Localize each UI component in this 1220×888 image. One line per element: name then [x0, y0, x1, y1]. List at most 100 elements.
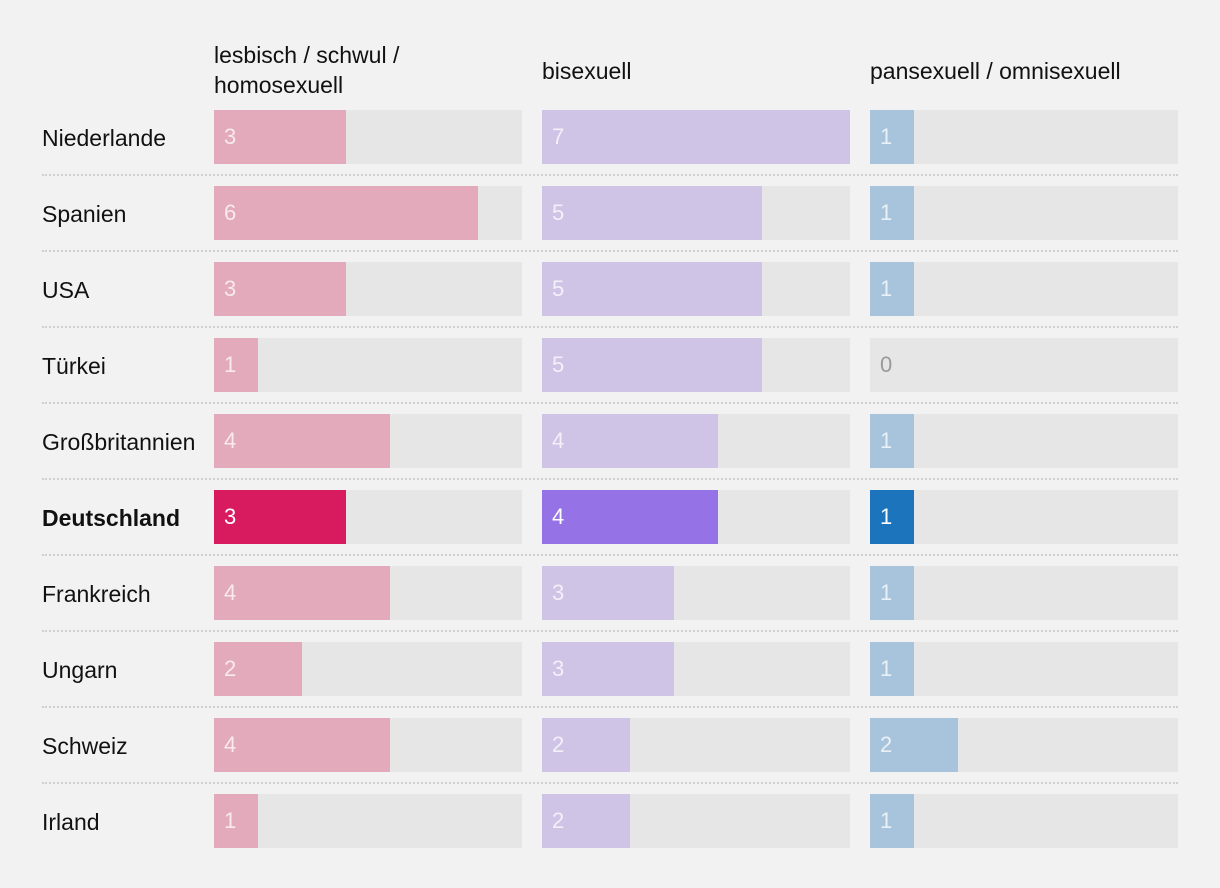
column-header-line: homosexuell	[214, 72, 344, 98]
value-label: 1	[880, 428, 893, 453]
bar	[870, 414, 914, 468]
bar	[214, 110, 346, 164]
country-label: Türkei	[42, 353, 106, 379]
value-label: 1	[880, 276, 893, 301]
bar	[214, 414, 390, 468]
row-divider	[42, 402, 1178, 404]
value-label: 1	[880, 808, 893, 833]
bar	[214, 718, 390, 772]
bar	[542, 262, 762, 316]
value-label: 4	[552, 428, 565, 453]
value-label: 1	[880, 200, 893, 225]
table-row: Schweiz 4 2 2	[42, 708, 1178, 784]
bar-track: 2	[542, 794, 850, 848]
bar-track: 4	[214, 566, 522, 620]
bar-track: 1	[870, 186, 1178, 240]
country-label: Großbritannien	[42, 429, 196, 455]
value-label: 0	[880, 352, 893, 377]
country-label: Deutschland	[42, 505, 181, 531]
bar-track: 1	[870, 642, 1178, 696]
value-label: 5	[552, 276, 565, 301]
bar	[214, 642, 302, 696]
row-divider	[42, 706, 1178, 708]
row-divider	[42, 478, 1178, 480]
value-label: 5	[552, 200, 565, 225]
bar	[542, 566, 674, 620]
table-row: Irland 1 2 1	[42, 784, 1178, 860]
row-divider	[42, 250, 1178, 252]
bar-track: 6	[214, 186, 522, 240]
bar-track: 5	[542, 338, 850, 392]
bar-track: 0	[870, 338, 1178, 392]
value-label: 4	[224, 732, 237, 757]
row-divider	[42, 326, 1178, 328]
value-label: 1	[880, 656, 893, 681]
value-label: 4	[224, 428, 237, 453]
table-row: Niederlande 3 7 1	[42, 100, 1178, 176]
value-label: 6	[224, 200, 237, 225]
country-label: Niederlande	[42, 125, 167, 151]
bar-track: 1	[870, 262, 1178, 316]
value-label: 3	[552, 580, 565, 605]
column-header-1: lesbisch / schwul / homosexuell	[214, 40, 399, 100]
value-label: 2	[552, 732, 565, 757]
bar-track: 3	[214, 262, 522, 316]
bar-track: 3	[542, 566, 850, 620]
value-label: 2	[224, 656, 237, 681]
bar-track: 3	[214, 110, 522, 164]
table-row: Frankreich 4 3 1	[42, 556, 1178, 632]
bar	[870, 262, 914, 316]
bar	[542, 794, 630, 848]
bar	[542, 110, 850, 164]
bar-track: 1	[870, 566, 1178, 620]
value-label: 3	[224, 124, 237, 149]
country-label: Irland	[42, 809, 100, 835]
row-divider	[42, 782, 1178, 784]
value-label: 1	[224, 808, 237, 833]
value-label: 4	[552, 504, 565, 529]
bar	[870, 794, 914, 848]
bar	[870, 566, 914, 620]
column-header-3: pansexuell / omnisexuell	[870, 56, 1121, 86]
table-row: Deutschland 3 4 1	[42, 480, 1178, 556]
bar-track: 4	[214, 414, 522, 468]
bar-track: 7	[542, 110, 850, 164]
bar	[870, 718, 958, 772]
value-label: 3	[224, 504, 237, 529]
bar-track: 1	[870, 490, 1178, 544]
bar-track: 4	[542, 490, 850, 544]
value-label: 7	[552, 124, 565, 149]
country-label: Spanien	[42, 201, 127, 227]
value-label: 3	[552, 656, 565, 681]
bar	[542, 490, 718, 544]
bar	[214, 338, 258, 392]
bar-track: 4	[214, 718, 522, 772]
bar	[214, 490, 346, 544]
bar-track: 1	[214, 794, 522, 848]
bar	[542, 338, 762, 392]
value-label: 1	[880, 504, 893, 529]
value-label: 2	[552, 808, 565, 833]
bar-track: 5	[542, 186, 850, 240]
column-header-line: pansexuell / omnisexuell	[870, 58, 1121, 84]
bar-track: 5	[542, 262, 850, 316]
bar	[870, 186, 914, 240]
table-row: Türkei 1 5 0	[42, 328, 1178, 404]
value-label: 5	[552, 352, 565, 377]
bar	[870, 110, 914, 164]
column-header-line: bisexuell	[542, 58, 632, 84]
country-label: Frankreich	[42, 581, 151, 607]
value-label: 3	[224, 276, 237, 301]
table-row: Ungarn 2 3 1	[42, 632, 1178, 708]
bar	[214, 262, 346, 316]
row-divider	[42, 174, 1178, 176]
bar-track: 1	[870, 794, 1178, 848]
value-label: 1	[880, 124, 893, 149]
column-header-line: lesbisch / schwul /	[214, 42, 400, 68]
value-label: 4	[224, 580, 237, 605]
column-header-2: bisexuell	[542, 56, 632, 86]
country-label: Schweiz	[42, 733, 128, 759]
bar-track: 1	[870, 414, 1178, 468]
table-row: USA 3 5 1	[42, 252, 1178, 328]
